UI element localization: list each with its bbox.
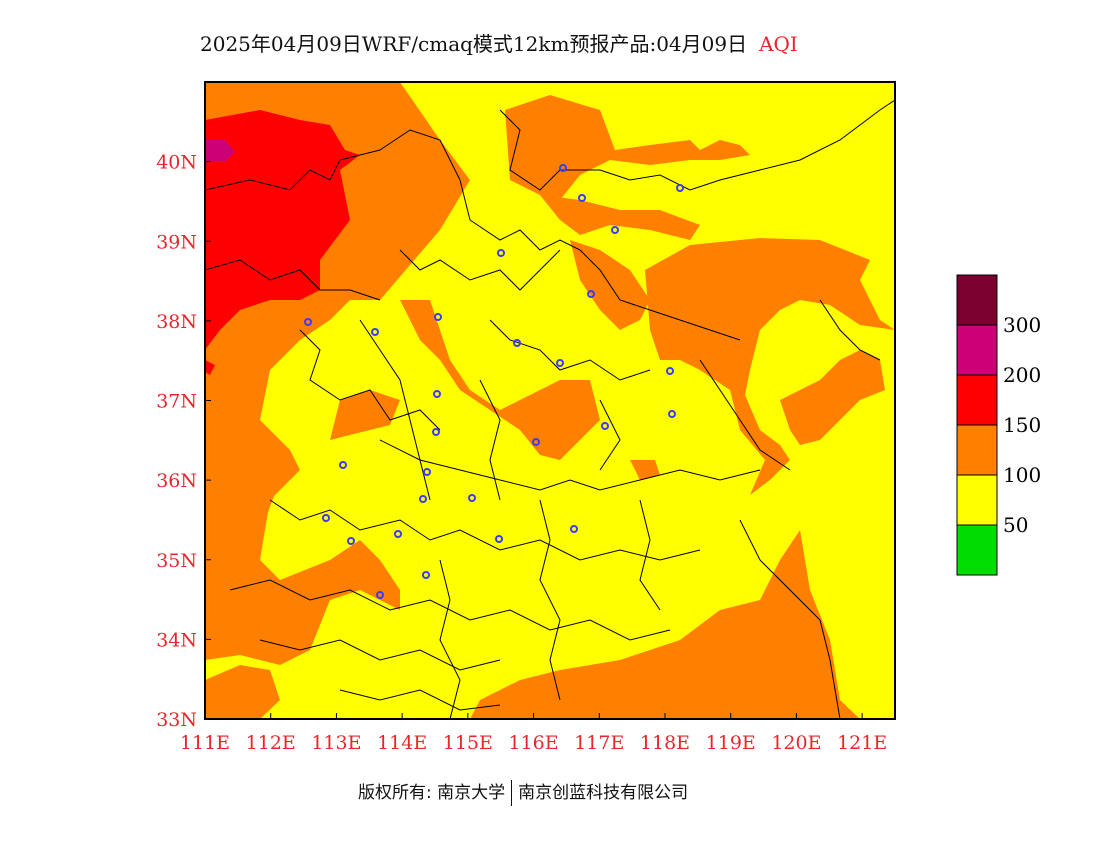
aqi-band-200-300 [205, 140, 235, 162]
legend-label: 200 [1003, 363, 1041, 387]
legend-swatch [956, 274, 998, 326]
lon-tick-label: 116E [509, 732, 559, 754]
legend-swatch [956, 524, 998, 576]
title-variable: AQI [759, 32, 798, 56]
lon-tick-label: 114E [377, 732, 427, 754]
legend-label: 50 [1003, 513, 1028, 537]
lon-tick-label: 120E [771, 732, 821, 754]
footer-separator [511, 780, 513, 806]
map-plot-area [205, 82, 895, 719]
lon-tick-label: 112E [246, 732, 296, 754]
lon-tick-label: 121E [837, 732, 887, 754]
legend-label: 100 [1003, 463, 1041, 487]
lat-tick-label: 33N [156, 709, 197, 731]
lat-tick-label: 36N [156, 470, 197, 492]
admin-boundaries [205, 99, 895, 719]
map-title: 2025年04月09日WRF/cmaq模式12km预报产品:04月09日 AQI [200, 28, 920, 57]
lat-tick-label: 39N [156, 231, 197, 253]
sea-area [860, 250, 895, 330]
footer-right: 南京创蓝科技有限公司 [518, 783, 689, 803]
lat-axis: 33N 34N 35N 36N 37N 38N 39N 40N [156, 152, 211, 731]
legend-swatch [956, 324, 998, 376]
footer-left: 版权所有: 南京大学 [358, 783, 506, 803]
aqi-legend: 300 200 150 100 50 [956, 274, 1041, 576]
lon-tick-label: 117E [574, 732, 624, 754]
lon-tick-label: 111E [180, 732, 230, 754]
legend-swatch [956, 374, 998, 426]
legend-label: 300 [1003, 313, 1041, 337]
legend-swatch [956, 424, 998, 476]
lat-tick-label: 37N [156, 391, 197, 413]
lon-tick-label: 118E [640, 732, 690, 754]
lat-tick-label: 34N [156, 629, 197, 651]
title-main: 2025年04月09日WRF/cmaq模式12km预报产品:04月09日 [200, 32, 748, 56]
lat-tick-label: 38N [156, 311, 197, 333]
lon-axis: 111E 112E 113E 114E 115E 116E 117E 118E 119E 120E… [180, 713, 887, 754]
lon-tick-label: 113E [311, 732, 361, 754]
lon-tick-label: 119E [706, 732, 756, 754]
lat-tick-label: 40N [156, 152, 197, 174]
aqi-band-150-200 [205, 110, 360, 375]
legend-swatch [956, 474, 998, 526]
city-markers [304, 164, 684, 599]
lon-tick-label: 115E [443, 732, 493, 754]
legend-label: 150 [1003, 413, 1041, 437]
copyright-footer: 版权所有: 南京大学 南京创蓝科技有限公司 [358, 778, 688, 806]
lat-tick-label: 35N [156, 550, 197, 572]
